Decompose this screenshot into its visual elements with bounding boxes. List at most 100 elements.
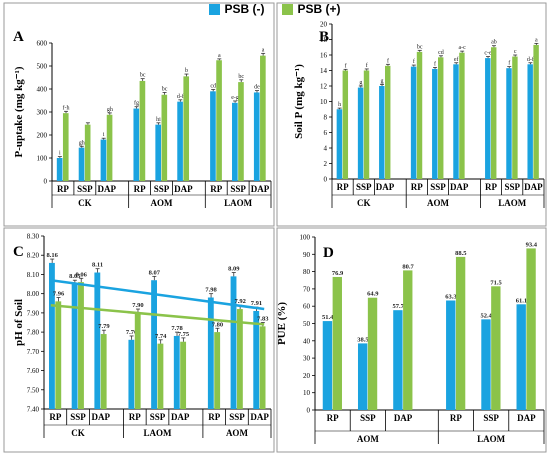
group-label: LAOM	[224, 198, 253, 208]
data-label: 7.74	[155, 333, 167, 340]
y-tick-label: 10	[320, 98, 328, 106]
bar-psb-plus	[332, 276, 342, 410]
bar-psb-minus	[71, 284, 78, 409]
y-tick-label: 12	[320, 83, 328, 91]
y-axis-label: Soil P (mg kg⁻¹)	[293, 64, 305, 139]
bar-psb-plus	[533, 44, 539, 179]
group-label: AOM	[357, 434, 380, 444]
y-tick-label: 7.60	[27, 367, 40, 375]
y-tick-label: 0	[324, 176, 328, 184]
chart-panel-c: C 7.40 7.50 7.60 7.70 7.80 7.90 8.00 8.10 8.20 8.3…	[3, 227, 275, 453]
bar-psb-plus	[100, 334, 107, 409]
data-label: 88.5	[455, 250, 467, 257]
data-label: 64.9	[367, 291, 379, 298]
data-label: 7.98	[205, 287, 217, 294]
data-label: 7.90	[132, 302, 143, 309]
legend-swatch-psb-plus	[282, 3, 294, 15]
category-label: DAP	[450, 182, 469, 192]
bar-psb-minus	[210, 91, 216, 181]
data-label: f	[366, 62, 368, 69]
category-label: DAP	[98, 184, 117, 194]
bar-psb-plus	[62, 113, 69, 181]
bar-psb-minus	[453, 64, 459, 179]
category-label: DAP	[92, 412, 111, 422]
data-label: 8.05	[69, 273, 81, 280]
bar-psb-minus	[527, 64, 533, 179]
bar-psb-plus	[78, 282, 84, 409]
data-label: ef	[454, 56, 459, 63]
category-label: DAP	[394, 413, 413, 423]
legend-item-psb-minus: PSB (-)	[209, 2, 264, 16]
y-tick-label: 8	[324, 114, 328, 122]
y-tick-label: 500	[37, 63, 48, 71]
category-label: SSP	[430, 182, 446, 192]
y-tick-label: 20	[303, 372, 311, 380]
bar-psb-plus	[55, 301, 62, 409]
data-label: ab	[491, 40, 497, 46]
data-label: de	[254, 85, 260, 91]
y-tick-label: 16	[320, 52, 328, 60]
data-label: b	[185, 68, 188, 74]
bar-psb-minus	[230, 276, 237, 409]
bar-psb-plus	[259, 326, 266, 409]
data-label: cd	[438, 50, 444, 56]
panel-frame	[3, 2, 275, 227]
bar-psb-minus	[207, 297, 214, 409]
bar-psb-minus	[516, 304, 526, 410]
data-label: 8.11	[92, 262, 103, 269]
category-label: RP	[49, 412, 61, 422]
bar-psb-minus	[94, 272, 101, 409]
bar-psb-plus	[139, 80, 146, 181]
bar-psb-plus	[363, 70, 370, 179]
bar-psb-plus	[512, 56, 518, 179]
group-label: AOM	[427, 198, 450, 208]
data-label: bc	[140, 73, 146, 79]
category-label: RP	[450, 413, 462, 423]
bar-psb-minus	[253, 92, 260, 181]
category-label: RP	[337, 182, 349, 192]
data-label: g	[359, 80, 362, 86]
legend-label-psb-plus: PSB (+)	[297, 2, 341, 16]
bar-psb-plus	[416, 51, 423, 179]
bar-psb-plus	[403, 270, 413, 410]
bar-psb-minus	[322, 321, 333, 410]
bar-psb-plus	[385, 65, 391, 179]
category-label: RP	[208, 412, 220, 422]
bar-psb-plus	[238, 82, 244, 181]
category-label: RP	[129, 412, 141, 422]
data-label: 7.76	[126, 329, 138, 336]
legend-label-psb-minus: PSB (-)	[224, 2, 265, 16]
y-tick-label: 2	[324, 160, 328, 168]
bar-psb-plus	[214, 332, 221, 409]
data-label: bc	[417, 44, 423, 50]
data-label: a	[218, 53, 221, 59]
y-tick-label: 100	[37, 155, 48, 163]
data-label: 8.16	[46, 252, 58, 259]
bar-psb-plus	[183, 76, 190, 181]
y-axis-label: P-uptake (mg kg⁻¹)	[13, 66, 25, 157]
data-label: 7.83	[257, 316, 269, 323]
bar-psb-minus	[432, 68, 438, 179]
bar-psb-plus	[84, 124, 91, 181]
group-label: AOM	[226, 428, 249, 438]
y-tick-label: 70	[303, 285, 311, 293]
bar-psb-plus	[342, 70, 349, 179]
bar-psb-plus	[236, 309, 243, 409]
bar-psb-minus	[151, 280, 157, 409]
category-label: RP	[327, 413, 339, 423]
bar-psb-plus	[106, 114, 113, 181]
data-label: bc	[238, 74, 244, 80]
data-label: a	[262, 47, 265, 53]
bar-psb-minus	[336, 109, 343, 179]
bar-psb-minus	[78, 147, 85, 181]
bar-psb-minus	[48, 262, 55, 409]
data-label: f	[508, 60, 510, 67]
data-label: 93.4	[526, 241, 538, 248]
category-label: SSP	[70, 412, 86, 422]
bar-psb-plus	[260, 55, 266, 181]
bar-psb-minus	[56, 158, 63, 181]
y-tick-label: 40	[303, 337, 311, 345]
y-tick-label: 10	[303, 389, 311, 397]
bar-psb-plus	[216, 60, 222, 181]
data-label: hi	[156, 117, 161, 123]
